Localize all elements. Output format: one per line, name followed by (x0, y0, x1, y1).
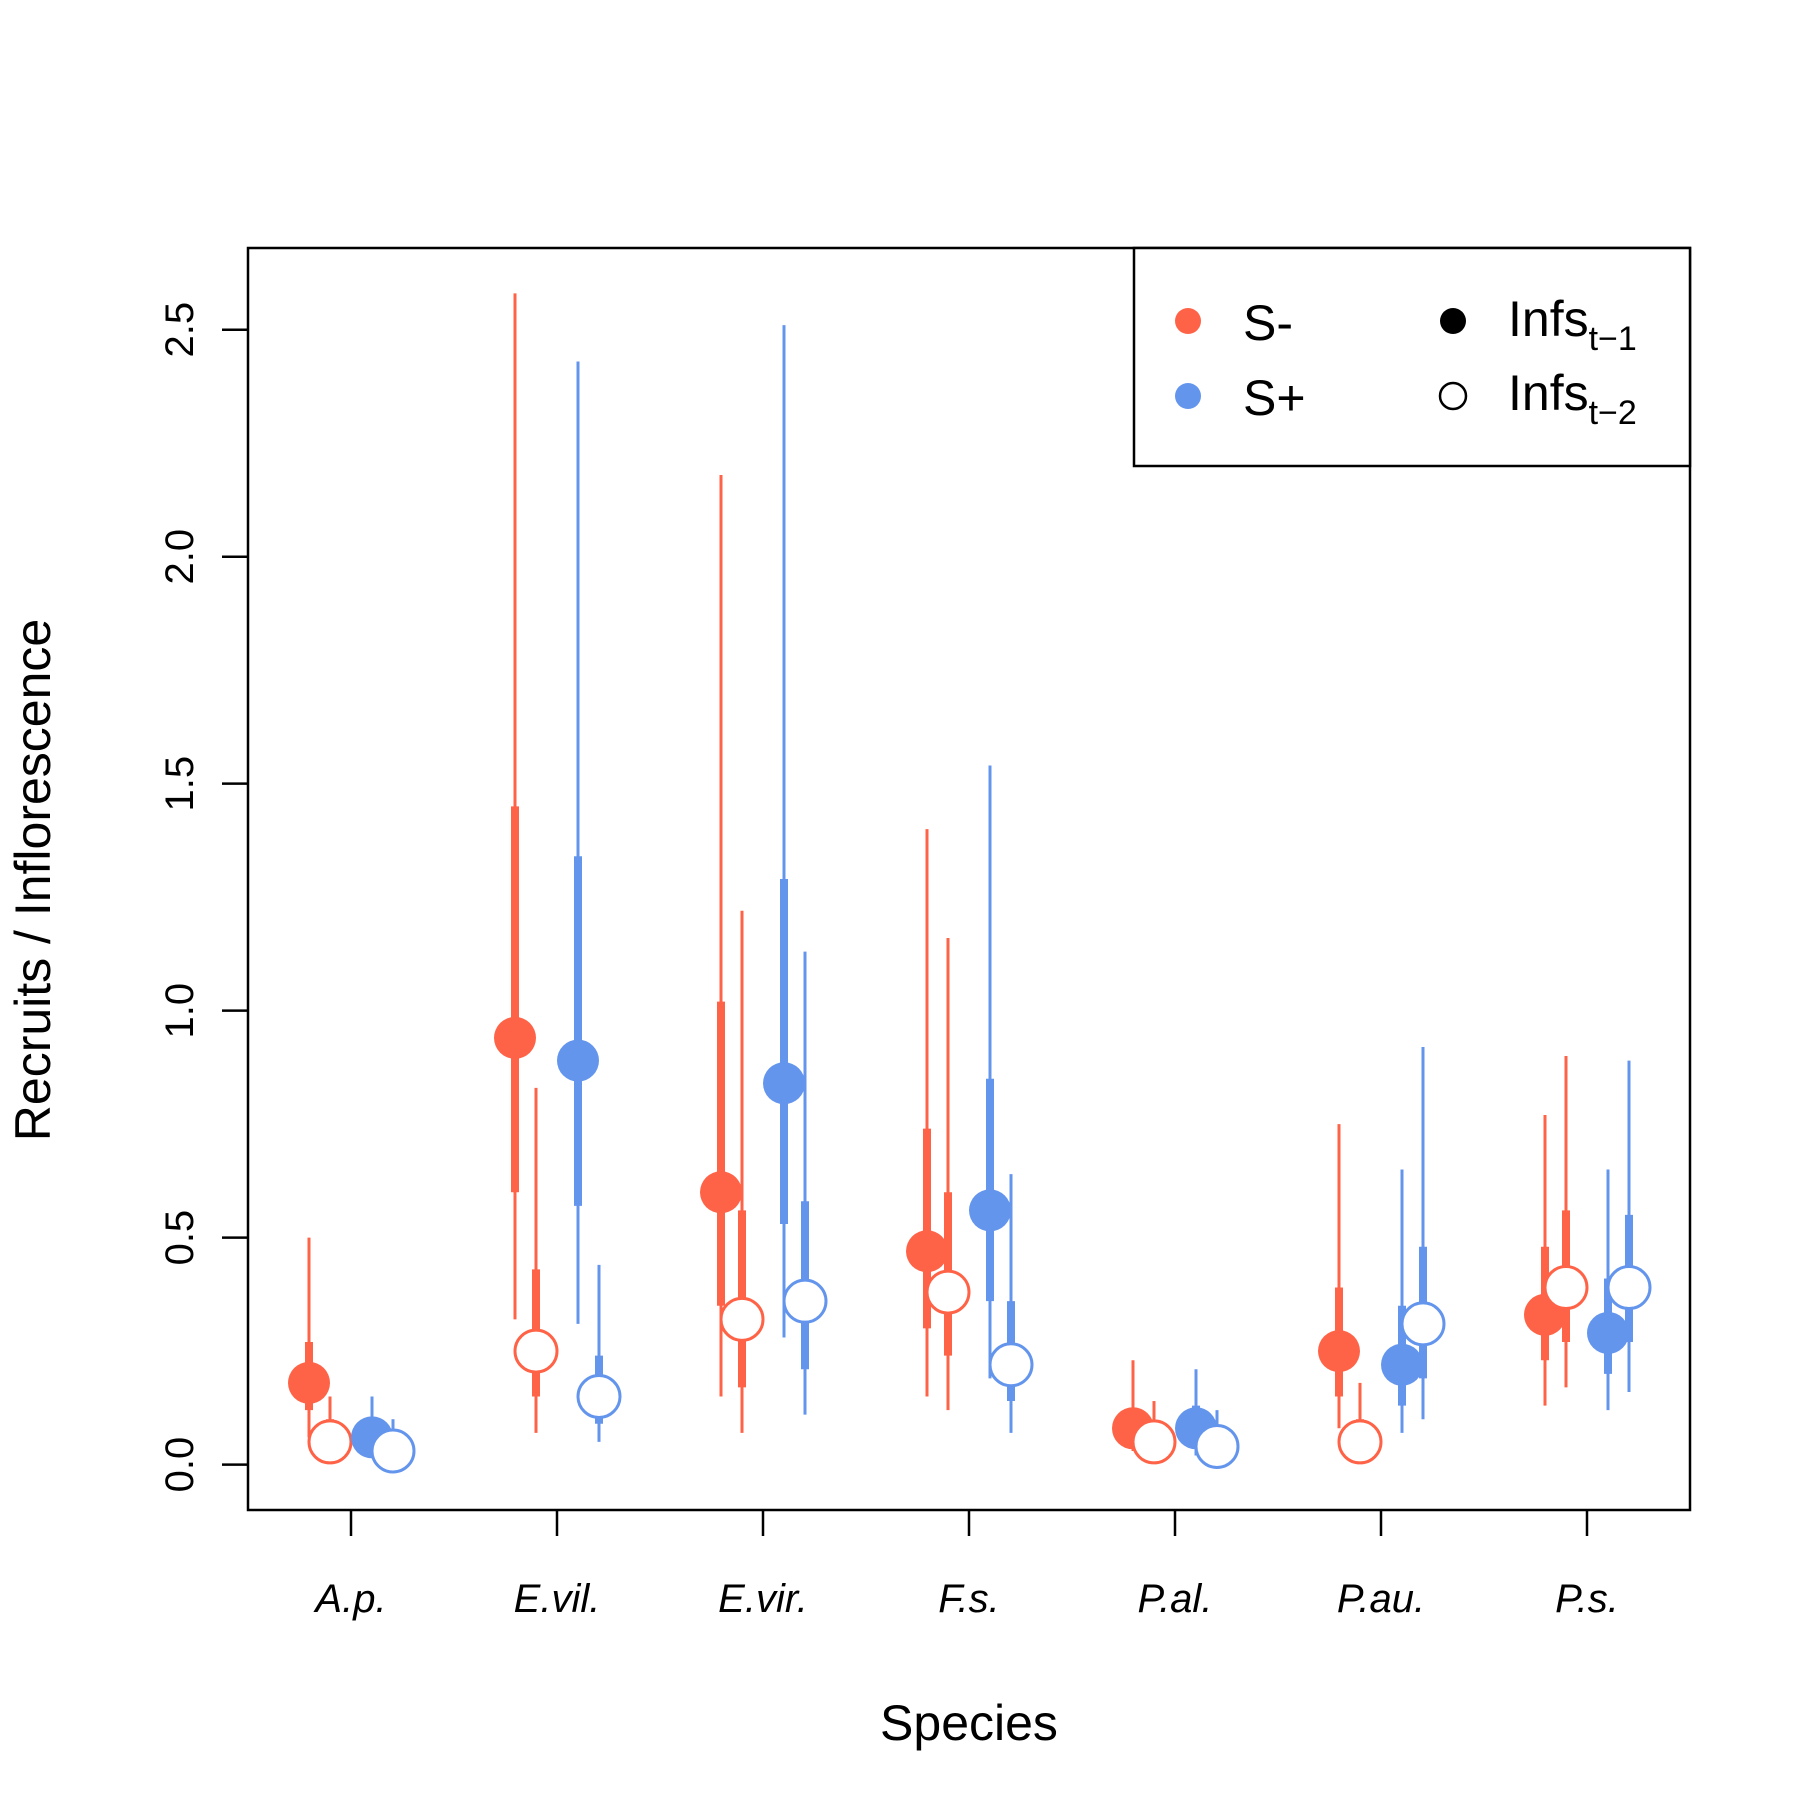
y-tick-label: 2.0 (158, 529, 202, 585)
x-tick-label: P.al. (1138, 1577, 1213, 1621)
data-point (969, 1189, 1011, 1232)
y-tick-label: 0.0 (158, 1437, 202, 1493)
y-axis: 0.0 0.5 1.0 1.5 2.0 2.5 (158, 302, 248, 1493)
y-axis-title: Recruits / Inflorescence (5, 619, 61, 1141)
x-tick-label: E.vir. (718, 1577, 808, 1621)
legend-marker-infs-t2 (1438, 381, 1468, 411)
data-point (700, 1171, 742, 1214)
data-point (988, 1342, 1034, 1388)
data-point (494, 1016, 536, 1059)
series-s-minus-t-2 (307, 910, 1589, 1465)
data-point (719, 1296, 765, 1342)
data-point (1318, 1330, 1360, 1373)
data-point (576, 1374, 622, 1420)
x-tick-label: P.s. (1555, 1577, 1619, 1621)
legend-label-infs-t1-base: Infs (1508, 291, 1589, 347)
legend-label-s-plus: S+ (1243, 370, 1306, 426)
legend-marker-infs-t1 (1440, 308, 1466, 334)
data-point (513, 1328, 559, 1374)
data-point (1381, 1343, 1423, 1386)
legend: S- S+ Infst−1 Infst−2 (1132, 246, 1692, 468)
x-axis-title: Species (880, 1695, 1058, 1751)
y-tick-label: 1.5 (158, 756, 202, 812)
x-tick-label: P.au. (1337, 1577, 1425, 1621)
y-tick-label: 2.5 (158, 302, 202, 358)
legend-marker-s-minus (1175, 308, 1201, 334)
series-s-plus-t-1 (351, 325, 1629, 1459)
data-point (906, 1230, 948, 1273)
data-point (1131, 1419, 1177, 1465)
legend-label-infs-t2-sub: t−2 (1589, 394, 1637, 432)
data-point (288, 1361, 330, 1404)
legend-label-infs-t1-sub: t−1 (1589, 320, 1637, 358)
data-point (1337, 1419, 1383, 1465)
plot-marks (288, 293, 1652, 1474)
y-tick-label: 0.5 (158, 1210, 202, 1266)
data-point (763, 1062, 805, 1105)
legend-label-infs-t1: Infst−1 (1508, 291, 1637, 358)
x-tick-label: A.p. (313, 1577, 386, 1621)
series-s-plus-t-2 (370, 951, 1652, 1474)
legend-marker-s-plus (1175, 383, 1201, 409)
data-point (782, 1278, 828, 1324)
data-point (1194, 1423, 1240, 1469)
legend-label-infs-t2-base: Infs (1508, 365, 1589, 421)
legend-box (1132, 246, 1692, 468)
y-tick-label: 1.0 (158, 983, 202, 1039)
x-tick-label: E.vil. (514, 1577, 601, 1621)
x-axis: A.p. E.vil. E.vir. F.s. P.al. P.au. P.s. (313, 1510, 1619, 1621)
data-point (557, 1039, 599, 1082)
data-point (370, 1428, 416, 1474)
series-s-minus-t-1 (288, 293, 1566, 1451)
x-tick-label: F.s. (938, 1577, 1000, 1621)
data-point (925, 1269, 971, 1315)
legend-label-s-minus: S- (1243, 295, 1293, 351)
data-point (1606, 1265, 1652, 1311)
data-point (1587, 1311, 1629, 1354)
data-point (307, 1419, 353, 1465)
legend-label-infs-t2: Infst−2 (1508, 365, 1637, 432)
data-point (1400, 1301, 1446, 1347)
data-point (1543, 1265, 1589, 1311)
